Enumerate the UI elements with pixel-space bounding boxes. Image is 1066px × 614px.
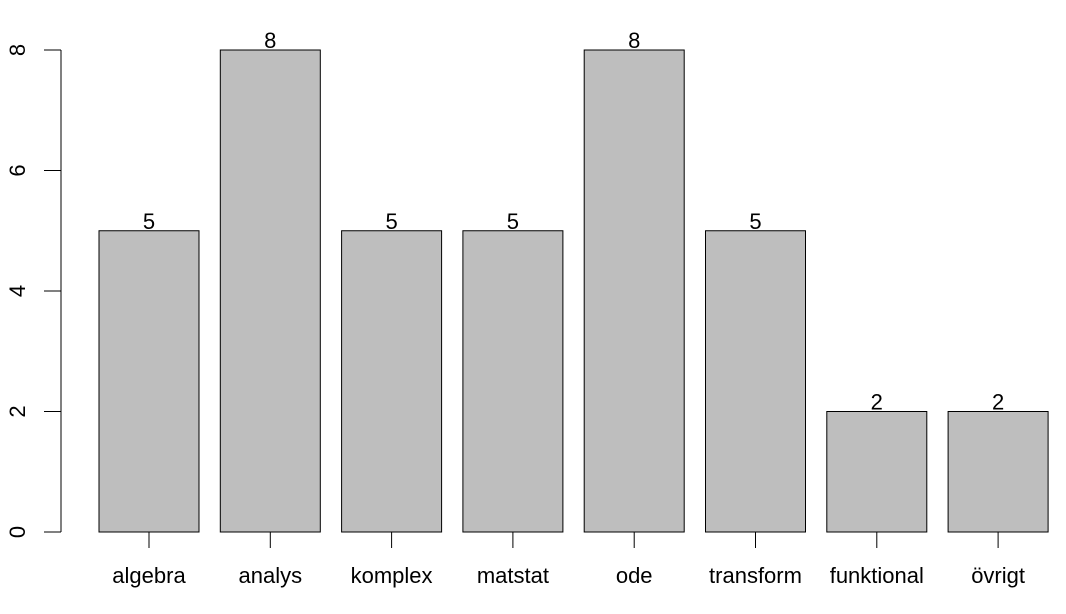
x-tick-label: övrigt <box>971 563 1025 588</box>
y-tick-label: 4 <box>5 285 30 297</box>
bar-transform <box>705 230 806 533</box>
bar-komplex <box>341 230 443 533</box>
bar-value-label: 5 <box>385 209 397 234</box>
x-tick-label: komplex <box>351 563 433 588</box>
bar-övrigt <box>947 411 1049 533</box>
bar-value-label: 8 <box>264 28 276 53</box>
bar-ode <box>583 49 685 533</box>
bar-analys <box>219 49 321 533</box>
y-axis: 0 2 4 6 8 <box>5 44 62 538</box>
x-tick-label: analys <box>239 563 303 588</box>
bar-value-label: 2 <box>871 390 883 415</box>
y-tick-label: 8 <box>5 44 30 56</box>
y-tick-label: 0 <box>5 526 30 538</box>
x-tick-label: funktional <box>830 563 924 588</box>
bars: 5 8 5 5 8 5 2 2 <box>98 28 1049 533</box>
bar-matstat <box>462 230 564 533</box>
bar-algebra <box>98 230 200 533</box>
y-tick-label: 6 <box>5 164 30 176</box>
x-tick-label: matstat <box>477 563 549 588</box>
bar-funktional <box>826 411 928 533</box>
bar-value-label: 5 <box>143 209 155 234</box>
x-tick-label: ode <box>616 563 653 588</box>
x-tick-label: transform <box>709 563 802 588</box>
bar-value-label: 2 <box>992 390 1004 415</box>
bar-value-label: 5 <box>507 209 519 234</box>
x-axis: algebra analys komplex matstat ode transform f… <box>112 532 1025 588</box>
bar-value-label: 5 <box>749 209 761 234</box>
y-tick-label: 2 <box>5 405 30 417</box>
bar-value-label: 8 <box>628 28 640 53</box>
x-tick-label: algebra <box>112 563 186 588</box>
